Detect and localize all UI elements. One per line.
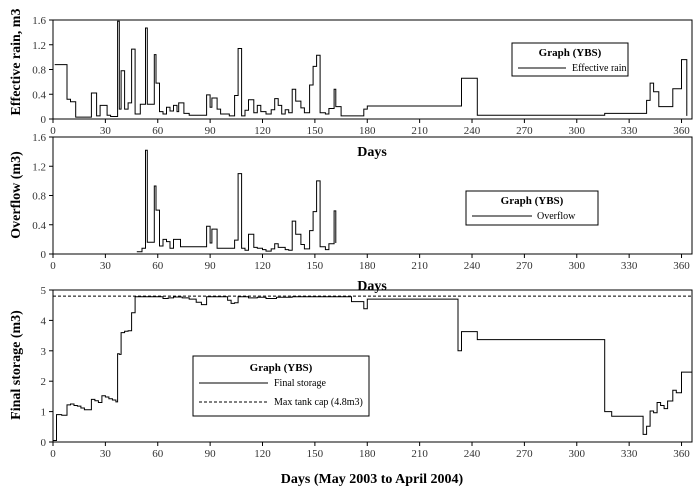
x-tick-label: 360: [673, 260, 690, 272]
x-axis-title: Days: [357, 279, 387, 294]
x-tick-label: 120: [254, 260, 271, 272]
y-axis-title: Final storage (m3): [9, 310, 24, 420]
y-tick-label: 1: [41, 407, 47, 419]
x-tick-label: 120: [254, 448, 271, 460]
x-tick-label: 0: [50, 448, 56, 460]
legend-box: [192, 355, 370, 417]
x-tick-label: 210: [411, 260, 428, 272]
x-tick-label: 0: [50, 260, 56, 272]
x-tick-label: 300: [569, 448, 586, 460]
x-tick-label: 90: [205, 448, 217, 460]
x-tick-label: 30: [100, 125, 112, 137]
y-tick-label: 0.4: [32, 89, 46, 101]
y-tick-label: 0.4: [32, 220, 46, 232]
x-tick-label: 180: [359, 448, 376, 460]
series-line-effective-rain: [54, 20, 688, 118]
x-tick-label: 240: [464, 260, 481, 272]
x-tick-label: 360: [673, 125, 690, 137]
effective-rain-chart: Effective rain, m3 Days 0 30 60 90 120 150 180…: [9, 9, 693, 160]
legend-box: [465, 190, 599, 226]
x-tick-label: 30: [100, 448, 112, 460]
legend-title: Graph (YBS): [539, 47, 602, 59]
legend-box: [511, 42, 629, 77]
x-tick-label: 120: [254, 125, 271, 137]
final-storage-chart: Final storage (m3) Days (May 2003 to Apr…: [9, 285, 693, 487]
legend: Graph (YBS) Overflow: [465, 190, 599, 226]
y-tick-label: 1.6: [32, 15, 46, 27]
x-tick-label: 270: [516, 448, 533, 460]
x-tick-label: 150: [307, 260, 324, 272]
x-tick-label: 210: [411, 448, 428, 460]
overflow-chart: Overflow (m3) Days 0 30 60 90 120 150 180 210 24…: [9, 132, 693, 294]
y-tick-label: 0: [41, 249, 47, 261]
x-tick-label: 270: [516, 125, 533, 137]
x-tick-label: 90: [205, 260, 217, 272]
x-tick-label: 90: [205, 125, 217, 137]
series-line-final-storage: [53, 296, 693, 441]
legend: Graph (YBS) Final storage Max tank cap (…: [192, 355, 370, 417]
x-tick-label: 270: [516, 260, 533, 272]
x-tick-label: 150: [307, 448, 324, 460]
y-tick-label: 1.2: [32, 40, 46, 52]
y-tick-label: 0.8: [32, 191, 46, 203]
y-tick-label: 0.8: [32, 65, 46, 77]
y-tick-label: 0: [41, 114, 47, 126]
y-axis-title: Overflow (m3): [9, 151, 24, 239]
x-tick-label: 330: [621, 260, 638, 272]
y-tick-label: 4: [41, 315, 47, 327]
y-tick-label: 3: [41, 346, 47, 358]
series-line-overflow: [136, 149, 337, 253]
y-tick-label: 1.2: [32, 161, 46, 173]
x-axis-title: Days: [357, 145, 387, 160]
x-tick-label: 330: [621, 125, 638, 137]
legend-label-max-tank-cap: Max tank cap (4.8m3): [274, 397, 363, 408]
x-tick-label: 150: [307, 125, 324, 137]
y-tick-label: 2: [41, 376, 47, 388]
x-tick-label: 30: [100, 260, 112, 272]
x-tick-label: 330: [621, 448, 638, 460]
x-tick-label: 180: [359, 260, 376, 272]
plot-frame: [52, 289, 693, 443]
x-tick-label: 60: [152, 125, 164, 137]
legend-label-effective-rain: Effective rain: [572, 63, 627, 74]
x-tick-label: 300: [569, 125, 586, 137]
legend: Graph (YBS) Effective rain: [511, 42, 629, 77]
x-tick-label: 180: [359, 125, 376, 137]
legend-label-overflow: Overflow: [537, 211, 576, 222]
x-tick-label: 300: [569, 260, 586, 272]
legend-label-final-storage: Final storage: [274, 378, 326, 389]
x-tick-label: 360: [673, 448, 690, 460]
x-tick-label: 240: [464, 125, 481, 137]
x-tick-label: 60: [152, 260, 164, 272]
y-axis-title: Effective rain, m3: [9, 9, 24, 116]
y-tick-label: 0: [41, 437, 47, 449]
x-tick-label: 240: [464, 448, 481, 460]
x-tick-label: 0: [50, 125, 56, 137]
legend-title: Graph (YBS): [250, 362, 313, 374]
x-tick-label: 60: [152, 448, 164, 460]
x-axis-title: Days (May 2003 to April 2004): [281, 472, 464, 487]
y-tick-label: 1.6: [32, 132, 46, 144]
x-tick-label: 210: [411, 125, 428, 137]
y-tick-label: 5: [41, 285, 47, 297]
legend-title: Graph (YBS): [501, 195, 564, 207]
